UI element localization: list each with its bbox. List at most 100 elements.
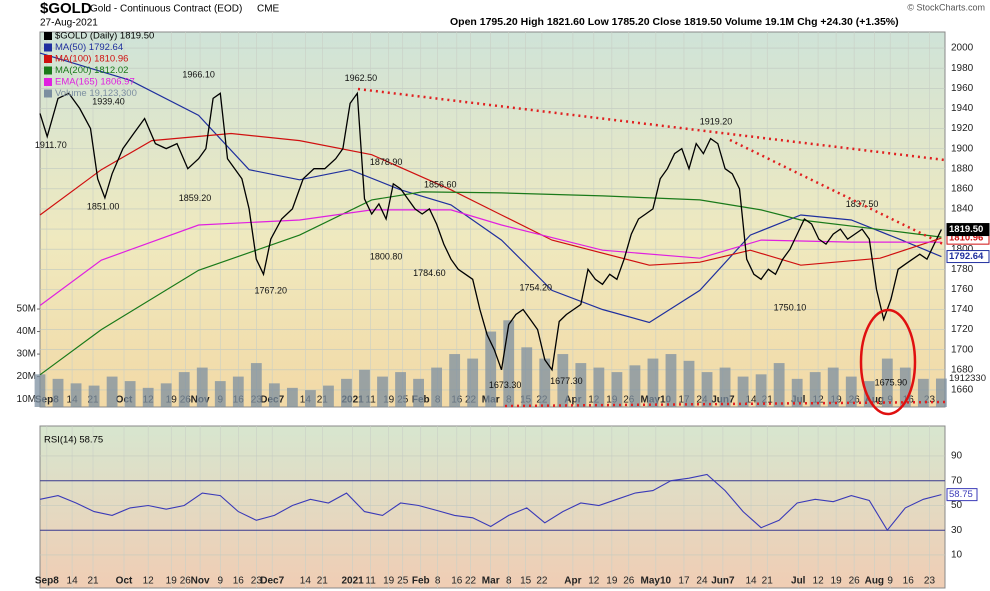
- y-tick-label: 1900: [951, 143, 974, 154]
- volume-bar: [755, 374, 767, 407]
- volume-tick-label: 10M: [17, 394, 36, 405]
- volume-bar: [557, 354, 569, 407]
- volume-bar: [449, 354, 461, 407]
- volume-bar: [178, 372, 190, 407]
- price-label: 1677.30: [550, 376, 583, 386]
- volume-bar: [737, 376, 749, 407]
- volume-bar: [250, 363, 262, 407]
- volume-bar: [935, 378, 947, 407]
- volume-bar: [88, 385, 100, 407]
- moving-average: [39, 52, 942, 324]
- x-tick-label: Dec7: [260, 576, 284, 587]
- volume-bar: [431, 367, 443, 407]
- price-label: 1750.10: [774, 303, 807, 313]
- x-tick-label: Apr: [564, 395, 581, 406]
- x-tick-label: Oct: [116, 576, 133, 587]
- volume-bar: [52, 378, 64, 407]
- price-label: 1919.20: [700, 117, 733, 127]
- volume-bar: [575, 363, 587, 407]
- volume-bar: [683, 360, 695, 407]
- price-label: 1754.20: [519, 283, 552, 293]
- price-label: 1851.00: [87, 201, 120, 211]
- y-tick-label: 1880: [951, 163, 974, 174]
- x-tick-label: 16: [451, 576, 463, 587]
- price-line: [39, 91, 942, 372]
- x-tick-label: Jun7: [711, 576, 735, 587]
- volume-tick-label: 20M: [17, 371, 36, 382]
- volume-bar: [503, 320, 515, 407]
- x-tick-label: 2021: [341, 576, 364, 587]
- volume-bar: [827, 367, 839, 407]
- volume-tick-label: 30M: [17, 349, 36, 360]
- x-tick-label: 24: [696, 576, 708, 587]
- x-tick-label: 26: [623, 576, 635, 587]
- x-tick-label: 14: [745, 576, 757, 587]
- price-label: 1673.30: [489, 380, 522, 390]
- volume-bar: [539, 358, 551, 407]
- x-tick-label: Jul: [791, 576, 806, 587]
- volume-bar: [485, 331, 497, 407]
- moving-average: [39, 191, 942, 376]
- y-tick-label: 1740: [951, 304, 974, 315]
- y-tick-label: 1960: [951, 83, 974, 94]
- price-label: 1837.50: [846, 199, 879, 209]
- rsi-tick-label: 50: [951, 500, 963, 511]
- value-tag-box: [946, 488, 978, 502]
- x-tick-label: 14: [67, 576, 79, 587]
- highlight-circle: [859, 308, 917, 416]
- volume-bar: [917, 378, 929, 407]
- legend-swatch: [44, 32, 52, 40]
- x-tick-label: 14: [300, 576, 312, 587]
- value-tag-box: [946, 223, 990, 237]
- y-tick-label: 1720: [951, 324, 974, 335]
- value-tag-box: [946, 250, 990, 264]
- x-tick-label: 15: [520, 576, 532, 587]
- price-label: 1767.20: [254, 286, 287, 296]
- y-tick-label: 1860: [951, 183, 974, 194]
- price-label: 1939.40: [92, 96, 125, 106]
- plot-layers: 1660168017001720174017601780180018201840…: [17, 31, 990, 588]
- x-tick-label: 22: [536, 576, 548, 587]
- x-tick-label: Nov: [191, 576, 210, 587]
- y-tick-label: 1840: [951, 204, 974, 215]
- volume-bar: [809, 372, 821, 407]
- legend-swatch: [44, 66, 52, 75]
- y-tick-label: 1660: [951, 385, 974, 396]
- x-tick-label: 23: [924, 395, 936, 406]
- x-tick-label: 19: [166, 576, 178, 587]
- legend-swatch: [44, 55, 52, 63]
- volume-bar: [719, 367, 731, 407]
- volume-bar: [863, 381, 875, 407]
- x-tick-label: 26: [623, 395, 635, 406]
- y-tick-label: 1700: [951, 344, 974, 355]
- x-tick-label: Aug: [865, 576, 884, 587]
- price-label: 1856.60: [424, 180, 457, 190]
- x-tick-label: 9: [887, 576, 893, 587]
- legend-label: MA(50) 1792.64: [55, 42, 123, 53]
- volume-bar: [467, 358, 479, 407]
- volume-bar: [341, 378, 352, 407]
- volume-bar: [70, 383, 82, 407]
- rsi-tick-label: 90: [951, 451, 963, 462]
- moving-average: [39, 209, 942, 306]
- volume-bar: [323, 385, 334, 407]
- x-tick-label: 8: [435, 576, 441, 587]
- y-tick-label: 1940: [951, 103, 974, 114]
- x-tick-label: 21: [317, 395, 329, 406]
- volume-bar: [106, 376, 118, 407]
- x-tick-label: Sep8: [35, 576, 59, 587]
- x-tick-label: 21: [762, 576, 774, 587]
- x-tick-label: 11: [365, 395, 376, 406]
- volume-bar: [359, 369, 370, 407]
- watermark: © StockCharts.com: [907, 2, 985, 12]
- trendline: [357, 87, 946, 162]
- x-tick-label: 25: [397, 576, 409, 587]
- x-tick-label: 23: [251, 576, 263, 587]
- rsi-legend: RSI(14) 58.75: [44, 435, 103, 446]
- volume-bar: [899, 367, 911, 407]
- volume-bar: [773, 363, 785, 407]
- y-tick-label: 1680: [951, 364, 974, 375]
- price-label: 1675.90: [875, 377, 908, 387]
- volume-tag: 1912330: [949, 373, 986, 384]
